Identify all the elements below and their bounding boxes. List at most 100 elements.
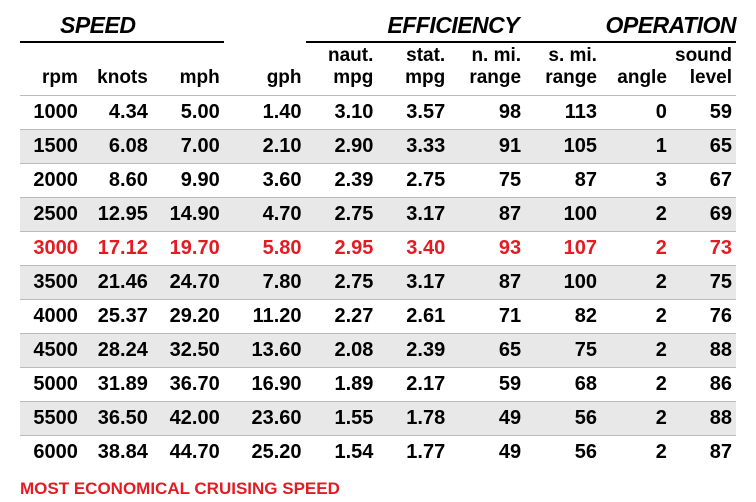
group-efficiency: EFFICIENCY xyxy=(306,12,601,42)
cell: 87 xyxy=(449,265,525,299)
column-header-row: rpm knots mph gph naut.mpg stat.mpg n. m… xyxy=(20,42,736,95)
col-naut-mpg: naut.mpg xyxy=(306,42,378,95)
cell: 87 xyxy=(671,435,736,469)
table-row: 15006.087.002.102.903.3391105165 xyxy=(20,129,736,163)
cell: 2.95 xyxy=(306,231,378,265)
cell: 4000 xyxy=(20,299,82,333)
cell: 36.70 xyxy=(152,367,224,401)
cell: 49 xyxy=(449,435,525,469)
cell: 2.27 xyxy=(306,299,378,333)
cell: 1 xyxy=(601,129,671,163)
cell: 1.77 xyxy=(377,435,449,469)
cell: 75 xyxy=(671,265,736,299)
cell: 100 xyxy=(525,265,601,299)
cell: 2.10 xyxy=(224,129,306,163)
cell: 2.90 xyxy=(306,129,378,163)
cell: 2.08 xyxy=(306,333,378,367)
cell: 2.75 xyxy=(377,163,449,197)
cell: 87 xyxy=(449,197,525,231)
col-smi-range: s. mi.range xyxy=(525,42,601,95)
cell: 31.89 xyxy=(82,367,152,401)
cell: 2.17 xyxy=(377,367,449,401)
cell: 2 xyxy=(601,265,671,299)
cell: 3.33 xyxy=(377,129,449,163)
cell: 113 xyxy=(525,95,601,129)
cell: 7.00 xyxy=(152,129,224,163)
table-row: 400025.3729.2011.202.272.617182276 xyxy=(20,299,736,333)
col-nmi-range: n. mi.range xyxy=(449,42,525,95)
cell: 88 xyxy=(671,333,736,367)
group-header-row: SPEED EFFICIENCY OPERATION xyxy=(20,12,736,42)
cell: 25.37 xyxy=(82,299,152,333)
cell: 29.20 xyxy=(152,299,224,333)
cell: 105 xyxy=(525,129,601,163)
col-angle: angle xyxy=(601,42,671,95)
cell: 16.90 xyxy=(224,367,306,401)
cell: 5.00 xyxy=(152,95,224,129)
table-row: 600038.8444.7025.201.541.774956287 xyxy=(20,435,736,469)
cell: 5.80 xyxy=(224,231,306,265)
col-mph: mph xyxy=(152,42,224,95)
cell: 3.60 xyxy=(224,163,306,197)
cell: 69 xyxy=(671,197,736,231)
group-operation: OPERATION xyxy=(601,12,736,42)
table-row: 300017.1219.705.802.953.4093107273 xyxy=(20,231,736,265)
table-row: 500031.8936.7016.901.892.175968286 xyxy=(20,367,736,401)
cell: 86 xyxy=(671,367,736,401)
cell: 100 xyxy=(525,197,601,231)
cell: 1.89 xyxy=(306,367,378,401)
cell: 3.40 xyxy=(377,231,449,265)
cell: 38.84 xyxy=(82,435,152,469)
cell: 1.78 xyxy=(377,401,449,435)
table-row: 450028.2432.5013.602.082.396575288 xyxy=(20,333,736,367)
col-gph: gph xyxy=(224,42,306,95)
cell: 68 xyxy=(525,367,601,401)
cell: 3.17 xyxy=(377,265,449,299)
cell: 2 xyxy=(601,231,671,265)
group-spacer xyxy=(224,12,306,42)
cell: 88 xyxy=(671,401,736,435)
cell: 7.80 xyxy=(224,265,306,299)
cell: 56 xyxy=(525,401,601,435)
cell: 1000 xyxy=(20,95,82,129)
cell: 13.60 xyxy=(224,333,306,367)
cell: 6000 xyxy=(20,435,82,469)
cell: 6.08 xyxy=(82,129,152,163)
table-row: 250012.9514.904.702.753.1787100269 xyxy=(20,197,736,231)
col-stat-mpg: stat.mpg xyxy=(377,42,449,95)
cell: 1.40 xyxy=(224,95,306,129)
cell: 23.60 xyxy=(224,401,306,435)
cell: 2 xyxy=(601,435,671,469)
cell: 2000 xyxy=(20,163,82,197)
cell: 17.12 xyxy=(82,231,152,265)
cell: 75 xyxy=(525,333,601,367)
cell: 2.39 xyxy=(377,333,449,367)
cell: 4.70 xyxy=(224,197,306,231)
cell: 2.61 xyxy=(377,299,449,333)
cell: 19.70 xyxy=(152,231,224,265)
col-sound: soundlevel xyxy=(671,42,736,95)
cell: 71 xyxy=(449,299,525,333)
cell: 14.90 xyxy=(152,197,224,231)
cell: 21.46 xyxy=(82,265,152,299)
cell: 24.70 xyxy=(152,265,224,299)
cell: 82 xyxy=(525,299,601,333)
cell: 12.95 xyxy=(82,197,152,231)
cell: 0 xyxy=(601,95,671,129)
table-row: 550036.5042.0023.601.551.784956288 xyxy=(20,401,736,435)
cell: 2.75 xyxy=(306,265,378,299)
table-row: 20008.609.903.602.392.757587367 xyxy=(20,163,736,197)
cell: 98 xyxy=(449,95,525,129)
cell: 8.60 xyxy=(82,163,152,197)
cell: 2.39 xyxy=(306,163,378,197)
cell: 65 xyxy=(671,129,736,163)
cell: 91 xyxy=(449,129,525,163)
table-body: SPEED EFFICIENCY OPERATION rpm knots mph… xyxy=(20,12,736,469)
cell: 4500 xyxy=(20,333,82,367)
cell: 32.50 xyxy=(152,333,224,367)
cell: 76 xyxy=(671,299,736,333)
cell: 3.10 xyxy=(306,95,378,129)
cell: 3.17 xyxy=(377,197,449,231)
col-knots: knots xyxy=(82,42,152,95)
cell: 44.70 xyxy=(152,435,224,469)
